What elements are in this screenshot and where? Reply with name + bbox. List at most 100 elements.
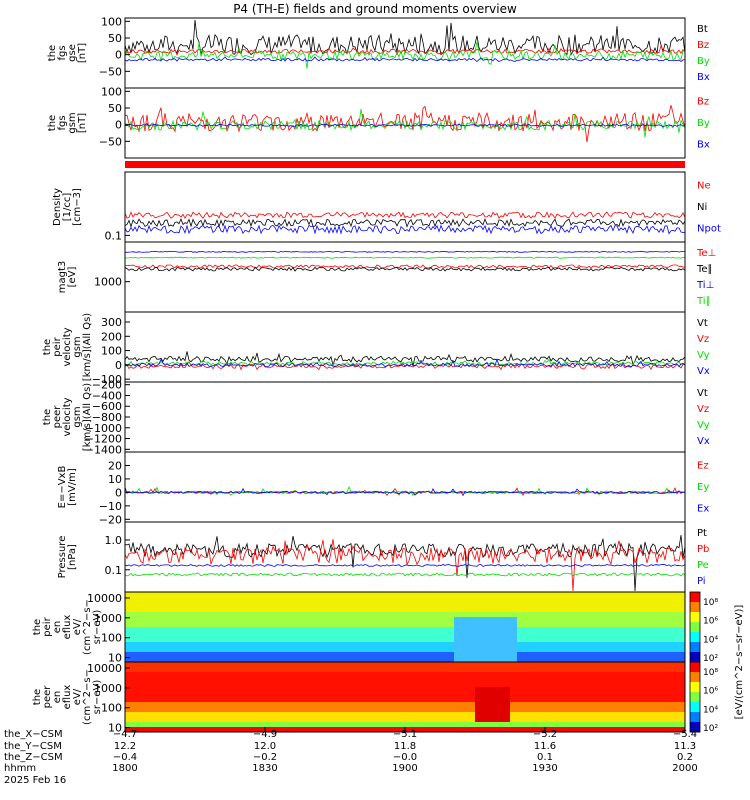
spectrogram-cell <box>160 597 168 603</box>
spectrogram-cell <box>272 597 280 603</box>
spectrogram-cell <box>370 622 378 628</box>
spectrogram-cell <box>629 662 637 668</box>
spectrogram-cell <box>531 702 539 708</box>
x-tick-label-y_csm: 12.2 <box>114 741 136 752</box>
spectrogram-cell <box>671 682 679 688</box>
spectrogram-cell <box>279 692 287 698</box>
spectrogram-cell <box>559 682 567 688</box>
spectrogram-cell <box>468 617 476 623</box>
spectrogram-cell <box>405 717 413 723</box>
spectrogram-cell <box>440 617 448 623</box>
spectrogram-cell <box>517 667 525 673</box>
spectrogram-cell <box>510 687 518 693</box>
spectrogram-cell <box>524 717 532 723</box>
spectrogram-cell <box>349 707 357 713</box>
spectrogram-cell <box>650 622 658 628</box>
spectrogram-cell <box>377 607 385 613</box>
spectrogram-cell <box>391 662 399 668</box>
spectrogram-cell <box>454 687 462 693</box>
spectrogram-cell <box>650 712 658 718</box>
spectrogram-cell <box>139 597 147 603</box>
spectrogram-cell <box>678 642 686 648</box>
spectrogram-cell <box>125 602 133 608</box>
spectrogram-cell <box>510 652 518 658</box>
spectrogram-cell <box>356 712 364 718</box>
spectrogram-cell <box>181 662 189 668</box>
spectrogram-cell <box>510 607 518 613</box>
spectrogram-cell <box>160 607 168 613</box>
spectrogram-cell <box>349 712 357 718</box>
spectrogram-cell <box>419 667 427 673</box>
spectrogram-cell <box>454 712 462 718</box>
x-row-label: the_Z−CSM <box>4 752 63 763</box>
spectrogram-cell <box>244 607 252 613</box>
spectrogram-cell <box>419 597 427 603</box>
spectrogram-cell <box>132 707 140 713</box>
spectrogram-cell <box>258 622 266 628</box>
spectrogram-cell <box>524 592 532 598</box>
y-axis-label-line: (cm^2−s− <box>82 599 93 655</box>
spectrogram-cell <box>153 712 161 718</box>
spectrogram-cell <box>132 702 140 708</box>
spectrogram-cell <box>342 652 350 658</box>
spectrogram-cell <box>335 722 343 728</box>
spectrogram-cell <box>678 702 686 708</box>
y-axis-label-line: the <box>32 689 43 705</box>
y-axis-label-line: sr−eV) <box>92 680 103 715</box>
spectrogram-cell <box>622 597 630 603</box>
spectrogram-cell <box>657 657 665 663</box>
spectrogram-cell <box>237 717 245 723</box>
spectrogram-cell <box>475 642 483 648</box>
spectrogram-cell <box>321 607 329 613</box>
spectrogram-cell <box>370 607 378 613</box>
spectrogram-cell <box>300 592 308 598</box>
spectrogram-cell <box>209 642 217 648</box>
spectrogram-cell <box>356 607 364 613</box>
spectrogram-cell <box>643 637 651 643</box>
spectrogram-cell <box>356 622 364 628</box>
spectrogram-cell <box>398 702 406 708</box>
spectrogram-cell <box>321 637 329 643</box>
spectrogram-cell <box>454 647 462 653</box>
spectrogram-cell <box>426 687 434 693</box>
spectrogram-cell <box>132 632 140 638</box>
spectrogram-cell <box>461 692 469 698</box>
spectrogram-cell <box>272 647 280 653</box>
spectrogram-cell <box>594 632 602 638</box>
spectrogram-cell <box>594 607 602 613</box>
spectrogram-cell <box>671 652 679 658</box>
spectrogram-cell <box>587 657 595 663</box>
spectrogram-cell <box>132 602 140 608</box>
spectrogram-cell <box>139 652 147 658</box>
spectrogram-cell <box>643 722 651 728</box>
spectrogram-cell <box>524 652 532 658</box>
spectrogram-cell <box>125 617 133 623</box>
spectrogram-cell <box>377 657 385 663</box>
legend-efield-Ez: Ez <box>697 461 709 472</box>
spectrogram-cell <box>167 637 175 643</box>
spectrogram-cell <box>293 707 301 713</box>
spectrogram-cell <box>272 612 280 618</box>
spectrogram-cell <box>566 592 574 598</box>
spectrogram-cell <box>342 622 350 628</box>
spectrogram-cell <box>678 717 686 723</box>
spectrogram-cell <box>272 717 280 723</box>
spectrogram-cell <box>293 662 301 668</box>
spectrogram-cell <box>405 647 413 653</box>
spectrogram-cell <box>384 642 392 648</box>
spectrogram-cell <box>594 682 602 688</box>
spectrogram-cell <box>587 642 595 648</box>
y-axis-label-line: velocity <box>62 397 73 436</box>
spectrogram-cell <box>272 727 280 733</box>
spectrogram-cell <box>153 632 161 638</box>
spectrogram-cell <box>244 702 252 708</box>
spectrogram-cell <box>531 642 539 648</box>
spectrogram-cell <box>573 627 581 633</box>
spectrogram-cell <box>510 647 518 653</box>
spectrogram-cell <box>587 727 595 733</box>
spectrogram-cell <box>629 682 637 688</box>
spectrogram-cell <box>587 687 595 693</box>
spectrogram-cell <box>643 662 651 668</box>
spectrogram-cell <box>391 682 399 688</box>
spectrogram-cell <box>293 607 301 613</box>
